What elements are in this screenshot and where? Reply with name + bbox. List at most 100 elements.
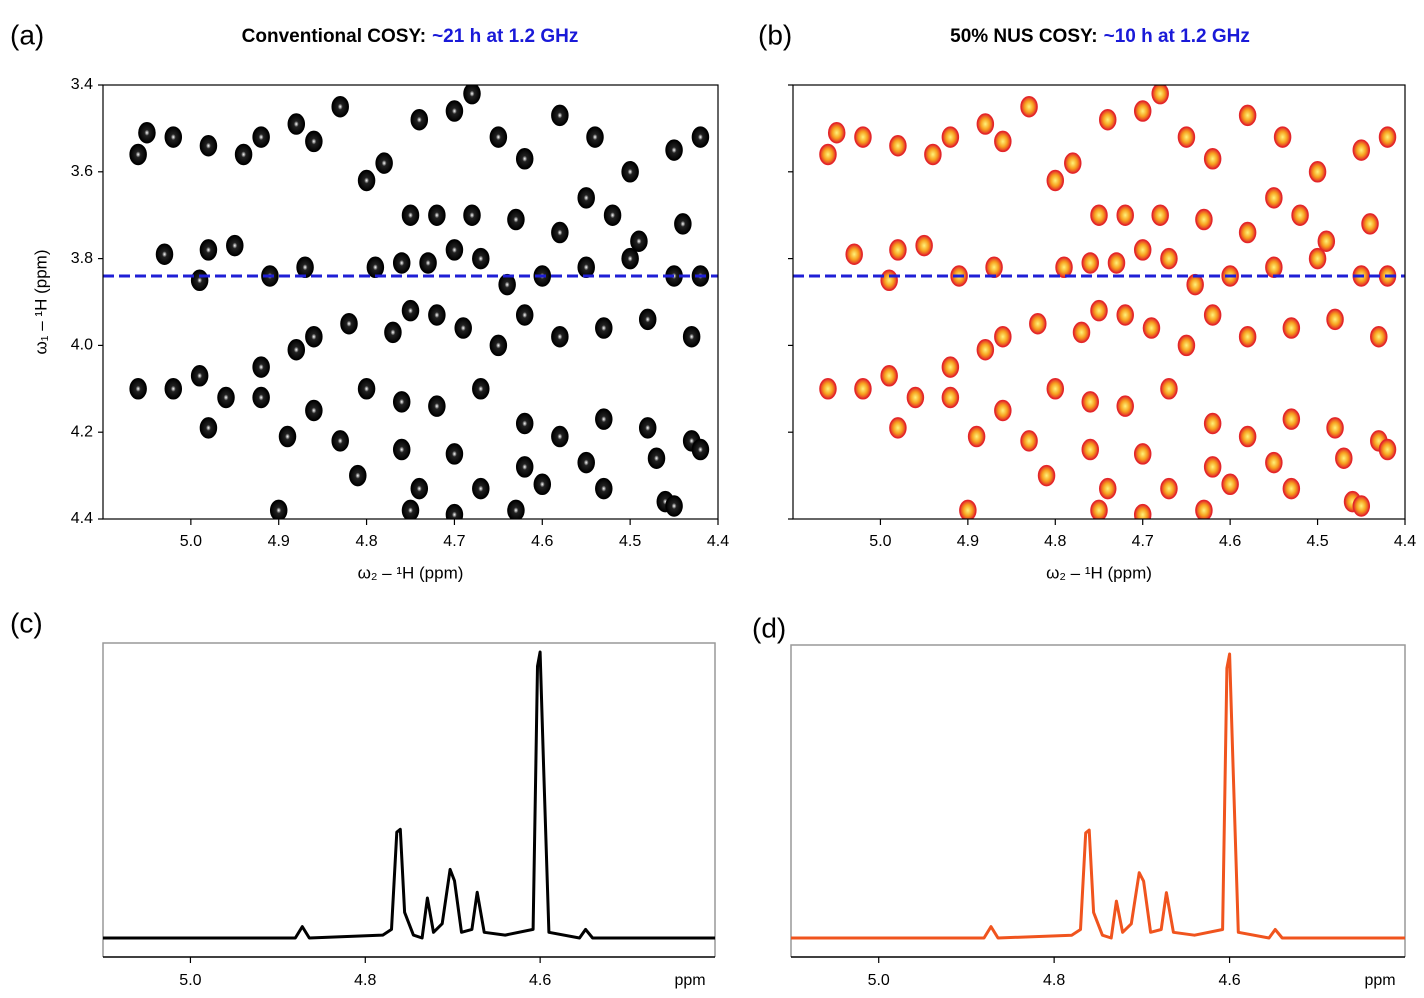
cross-peak: [1203, 412, 1222, 435]
cross-peak: [1081, 438, 1100, 461]
cross-peak: [287, 338, 306, 361]
cross-peak: [129, 378, 147, 400]
x-axis-label: ppm: [674, 972, 705, 989]
cross-peak: [586, 126, 604, 148]
cross-peak: [1265, 187, 1283, 209]
plot-frame: [792, 84, 1406, 520]
chart-title: 50% NUS COSY: ~10 h at 1.2 GHz: [950, 26, 1250, 47]
frame: [102, 642, 716, 957]
cross-peak: [1046, 169, 1065, 192]
cross-peak: [472, 477, 490, 500]
y-tick-label: 4.0: [71, 337, 93, 354]
cross-peak: [515, 304, 534, 326]
x-tick-label: 4.8: [1044, 533, 1066, 550]
cross-peak: [595, 477, 613, 500]
cross-peak: [845, 243, 863, 266]
cross-peak: [533, 473, 552, 496]
cross-peak: [1282, 408, 1301, 430]
cross-peak: [577, 451, 595, 474]
cross-peak: [994, 325, 1012, 348]
x-tick-label: 5.0: [868, 972, 890, 989]
cross-peak: [445, 100, 464, 122]
x-tick-label: 5.0: [179, 972, 201, 989]
cross-peak: [445, 239, 464, 261]
cross-peak: [199, 239, 218, 261]
cross-peak: [691, 126, 710, 148]
cross-peak: [1378, 438, 1397, 461]
cross-peak: [190, 269, 209, 292]
cross-peak: [1037, 464, 1056, 487]
cross-peak: [1072, 321, 1091, 344]
cross-peak: [1308, 247, 1327, 270]
x-tick-label: 4.5: [619, 533, 641, 550]
cross-peak: [665, 495, 683, 517]
x-tick-label: 4.6: [531, 533, 553, 550]
cross-peak: [1098, 477, 1117, 500]
cross-peak: [498, 273, 516, 296]
cross-peak: [1151, 204, 1169, 226]
cross-peak: [551, 325, 569, 348]
cross-peak: [199, 135, 218, 157]
cross-peak: [1177, 126, 1196, 148]
y-tick-label: 3.8: [71, 250, 93, 267]
x-tick-label: 4.9: [268, 533, 290, 550]
cross-peak: [1352, 139, 1371, 161]
cross-peak: [1142, 317, 1161, 339]
cross-peak: [1186, 273, 1204, 296]
cross-peak: [401, 299, 420, 322]
cross-peak: [199, 417, 218, 439]
cross-peak: [630, 230, 648, 252]
cross-peak: [941, 126, 960, 148]
cross-peak: [854, 378, 872, 400]
cross-peak: [1195, 499, 1213, 519]
cross-peak: [1151, 85, 1169, 105]
cross-peak: [551, 104, 569, 127]
cross-peak: [401, 204, 420, 226]
cross-peak: [577, 187, 595, 209]
cross-peak: [234, 143, 253, 166]
y-tick-label: 4.2: [71, 423, 93, 440]
cross-peak: [428, 204, 446, 226]
cross-peak: [1133, 503, 1152, 519]
plot-frame: [102, 84, 719, 520]
cross-peak: [638, 308, 657, 331]
cross-peak: [691, 438, 710, 461]
cross-peak: [1221, 473, 1239, 496]
cross-peak: [472, 378, 490, 400]
x-tick-label: 4.4: [1394, 533, 1416, 550]
panel-label: (d): [752, 612, 786, 643]
cross-peak: [507, 208, 525, 231]
cross-peak: [595, 408, 613, 430]
x-tick-label: 4.7: [1132, 533, 1154, 550]
cross-peak: [1203, 456, 1222, 478]
cross-peak: [515, 148, 534, 170]
cross-peak: [994, 399, 1012, 422]
x-tick-label: 4.5: [1306, 533, 1328, 550]
cross-peak: [1090, 204, 1108, 226]
peaks: [819, 85, 1397, 519]
cross-peak: [305, 130, 323, 153]
cross-peak: [1160, 247, 1178, 270]
cross-peak: [1160, 477, 1178, 500]
cross-peak: [489, 334, 508, 357]
frame: [790, 644, 1406, 957]
cross-peak: [296, 256, 314, 279]
cross-peak: [515, 412, 534, 435]
cross-peak: [164, 126, 183, 148]
cross-peak: [1133, 443, 1152, 465]
cross-peak: [1361, 213, 1379, 235]
x-tick-label: 4.6: [1219, 533, 1241, 550]
cross-peak: [577, 256, 595, 279]
cross-peak: [1046, 378, 1065, 400]
x-tick-label: 4.7: [443, 533, 465, 550]
cross-peak: [819, 378, 837, 400]
panel-label: (b): [758, 19, 792, 50]
cross-peak: [340, 312, 358, 335]
cross-peak: [1160, 378, 1178, 400]
cross-peak: [155, 243, 174, 266]
x-tick-label: 4.9: [957, 533, 979, 550]
x-tick-label: 4.4: [707, 533, 729, 550]
cross-peak: [366, 256, 385, 279]
